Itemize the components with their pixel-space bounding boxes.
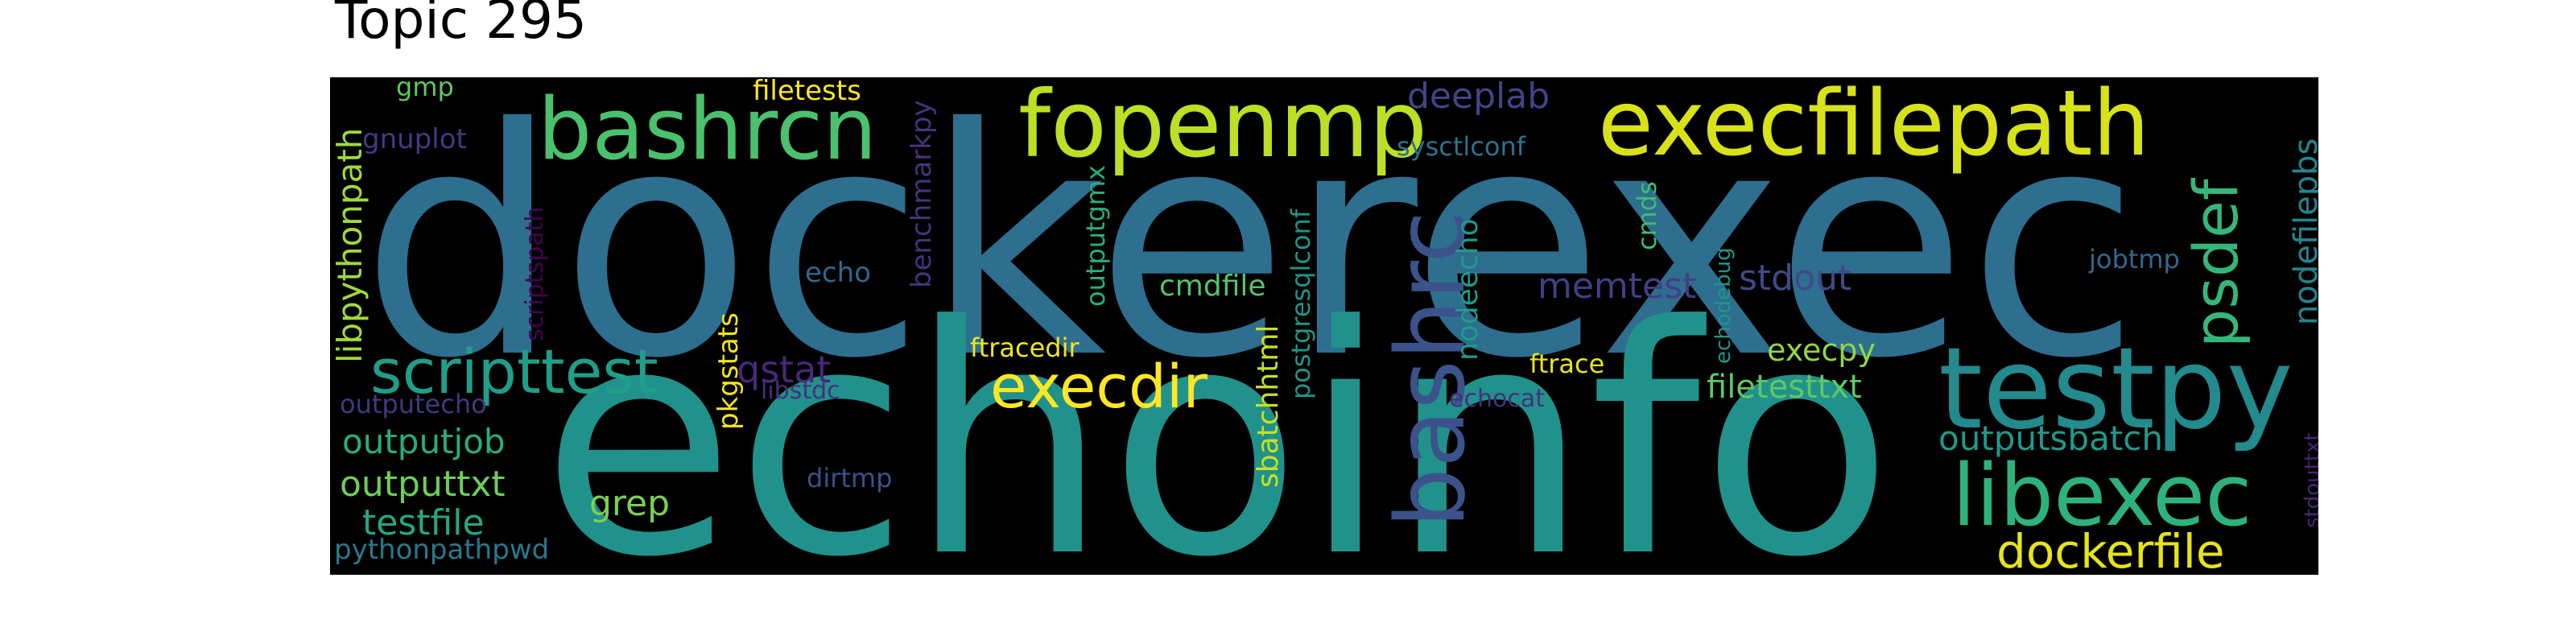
word-scripttest: scripttest [370,336,658,407]
word-echocat: echocat [1449,385,1545,413]
word-dockerfile: dockerfile [1996,524,2225,575]
word-echodebug: echodebug [1711,247,1736,364]
word-filetesttxt: filetesttxt [1707,369,1862,406]
word-outputjob: outputjob [342,422,506,461]
word-gmp: gmp [396,77,454,102]
word-pkgstats: pkgstats [712,312,745,430]
word-fopenmp: fopenmp [1018,77,1428,178]
word-echoinfo: echoinfo [541,259,1894,575]
word-pythonpathpwd: pythonpathpwd [334,534,550,566]
word-libexec: libexec [1952,446,2252,545]
word-qstat: qstat [737,348,832,391]
word-cmdfile: cmdfile [1159,270,1266,303]
word-memtest: memtest [1538,266,1697,307]
word-outputgmx: outputgmx [1080,165,1111,307]
word-echo: echo [805,257,871,289]
word-postgresqlconf: postgresqlconf [1286,208,1316,399]
word-ftrace: ftrace [1530,349,1605,379]
word-execdir: execdir [990,353,1208,422]
word-gnuplot: gnuplot [362,123,467,155]
word-ftracedir: ftracedir [970,332,1080,363]
word-outputecho: outputecho [340,389,487,419]
word-bashrcn: bashrcn [538,80,877,179]
word-stdout: stdout [1739,258,1852,299]
word-outputtxt: outputtxt [340,464,506,505]
word-sbatchhtml: sbatchhtml [1252,324,1285,488]
word-dockerexec: dockerexec [361,77,2140,427]
word-nodefilepbs: nodefilepbs [2288,138,2318,325]
word-execfilepath: execfilepath [1598,77,2150,176]
word-jobtmp: jobtmp [2089,244,2180,275]
word-benchmarkpy: benchmarkpy [906,100,938,288]
word-dirtmp: dirtmp [807,463,893,493]
word-sysctlconf: sysctlconf [1397,131,1526,162]
word-grep: grep [589,483,671,524]
word-outputsbatch: outputsbatch [1938,419,2163,458]
word-libstdc: libstdc [761,377,840,405]
word-filetests: filetests [753,77,861,107]
word-deeplab: deeplab [1407,77,1550,117]
word-scriptspath: scriptspath [521,206,549,341]
word-libpythonpath: libpythonpath [330,127,369,363]
word-cloud: dockerexec echoinfo execfilepath fopenmp… [330,77,2318,575]
word-psdef: psdef [2180,179,2252,348]
word-cmds: cmds [1632,181,1662,250]
word-nodeecho: nodeecho [1451,218,1484,361]
word-execpy: execpy [1767,332,1876,368]
word-testfile: testfile [362,502,485,543]
page-title: Topic 295 [335,0,587,51]
word-stdouttxt: stdouttxt [2301,432,2318,528]
word-testpy: testpy [1938,324,2293,455]
